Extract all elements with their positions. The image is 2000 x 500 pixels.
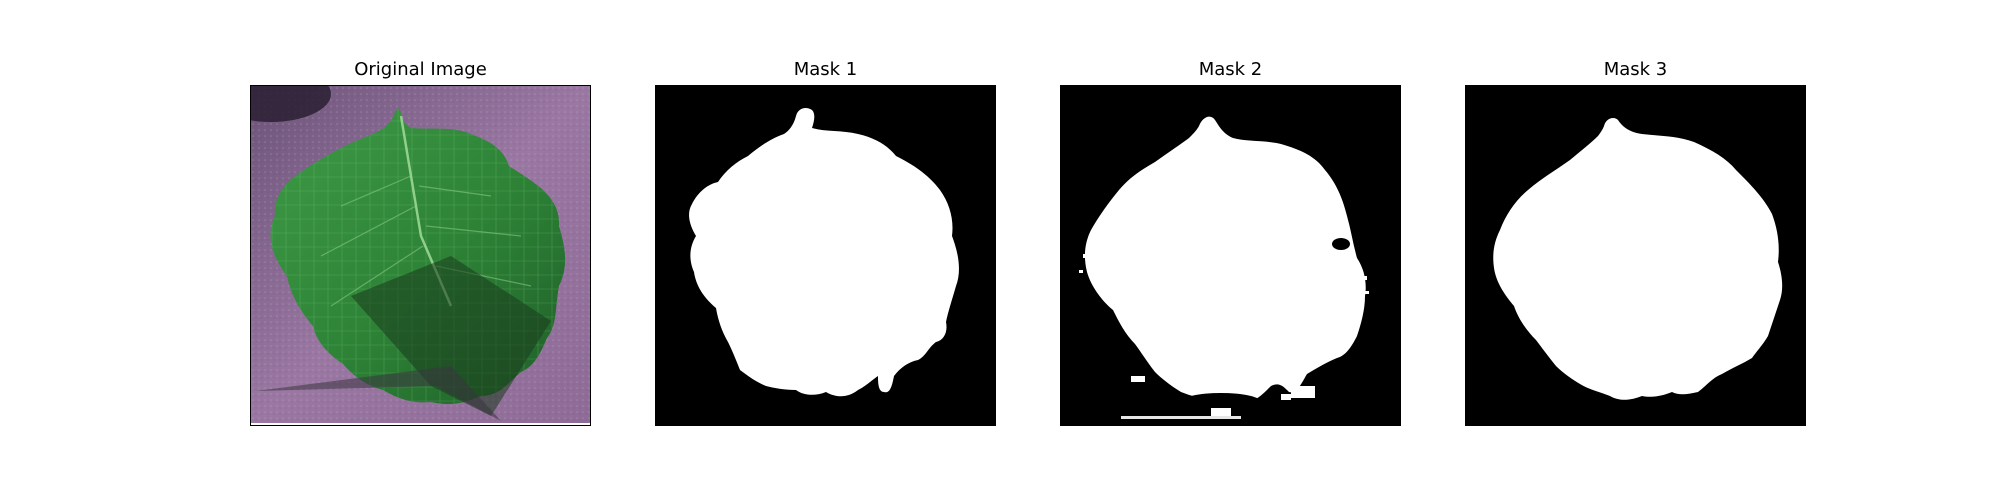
mask-3-frame xyxy=(1465,85,1806,426)
mask-2-image xyxy=(1061,86,1400,425)
mask-2-foreground xyxy=(1084,116,1366,406)
shadow-overlay xyxy=(351,256,551,416)
panel-title: Mask 3 xyxy=(1603,59,1668,80)
mask-2-frame xyxy=(1060,85,1401,426)
leaf-photo-image xyxy=(251,86,590,425)
panel-original-image: Original Image xyxy=(250,57,591,426)
panel-mask-2: Mask 2 xyxy=(1060,57,1401,426)
mask-3-image xyxy=(1466,86,1805,425)
mask-1-foreground xyxy=(689,108,959,397)
panel-title: Mask 1 xyxy=(793,59,858,80)
mask-1-frame xyxy=(655,85,996,426)
original-image-frame xyxy=(250,85,591,426)
panel-title: Original Image xyxy=(354,59,487,80)
panel-mask-3: Mask 3 xyxy=(1465,57,1806,426)
mask-1-image xyxy=(656,86,995,425)
panel-mask-1: Mask 1 xyxy=(655,57,996,426)
panel-title: Mask 2 xyxy=(1198,59,1263,80)
mask-3-foreground xyxy=(1493,118,1783,400)
